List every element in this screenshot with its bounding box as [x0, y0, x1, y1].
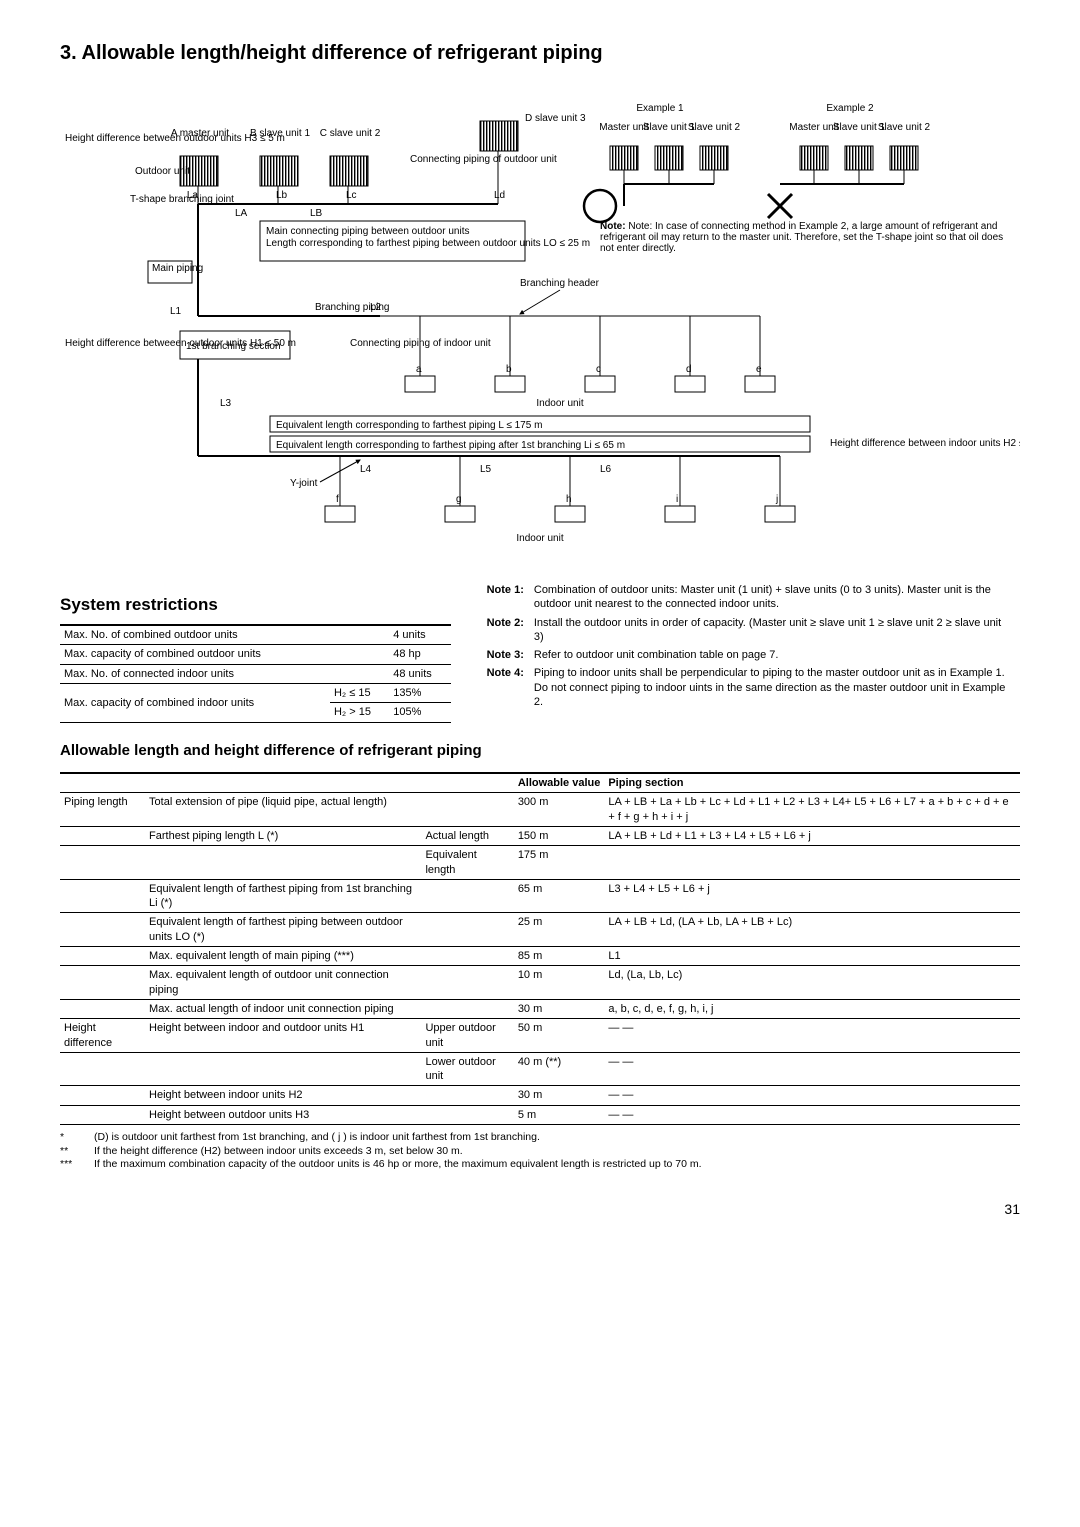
allowable-title: Allowable length and height difference o…	[60, 741, 1020, 761]
svg-text:f: f	[336, 494, 339, 505]
svg-text:Equivalent length correspondin: Equivalent length corresponding to farth…	[276, 440, 625, 451]
svg-text:L1: L1	[170, 306, 182, 317]
footnotes: *(D) is outdoor unit farthest from 1st b…	[60, 1131, 1020, 1172]
svg-text:j: j	[775, 494, 778, 505]
svg-text:Main piping: Main piping	[152, 263, 203, 274]
svg-text:Example 2: Example 2	[826, 103, 874, 114]
svg-text:Height difference between indo: Height difference between indoor units H…	[830, 438, 1020, 449]
svg-text:i: i	[676, 494, 678, 505]
svg-text:LB: LB	[310, 208, 323, 219]
svg-text:Master unit: Master unit	[599, 122, 649, 133]
svg-text:L3: L3	[220, 398, 232, 409]
svg-text:Branching header: Branching header	[520, 278, 600, 289]
svg-text:Main connecting piping between: Main connecting piping between outdoor u…	[266, 226, 469, 237]
svg-text:Ld: Ld	[494, 190, 505, 201]
svg-text:C slave unit 2: C slave unit 2	[320, 128, 381, 139]
system-restrictions-title: System restrictions	[60, 594, 451, 616]
svg-text:d: d	[686, 364, 692, 375]
svg-text:Height difference betweeen out: Height difference betweeen outdoor units…	[65, 338, 296, 349]
svg-text:L2: L2	[370, 302, 382, 313]
svg-text:b: b	[506, 364, 512, 375]
svg-text:Master unit: Master unit	[789, 122, 839, 133]
svg-text:Example 1: Example 1	[636, 103, 684, 114]
svg-text:e: e	[756, 364, 762, 375]
svg-text:c: c	[596, 364, 601, 375]
svg-text:Slave unit 2: Slave unit 2	[688, 122, 741, 133]
page-number: 31	[60, 1200, 1020, 1218]
svg-text:D slave unit 3: D slave unit 3	[525, 113, 586, 124]
svg-text:Lb: Lb	[276, 190, 288, 201]
svg-text:Y-joint: Y-joint	[290, 478, 318, 489]
svg-text:Slave unit 2: Slave unit 2	[878, 122, 931, 133]
svg-text:Equivalent length correspondin: Equivalent length corresponding to farth…	[276, 420, 542, 431]
svg-text:L4: L4	[360, 464, 372, 475]
notes-table: Note 1:Combination of outdoor units: Mas…	[481, 580, 1020, 712]
svg-text:Outdoor unit: Outdoor unit	[135, 166, 190, 177]
svg-text:a: a	[416, 364, 422, 375]
svg-text:h: h	[566, 494, 572, 505]
svg-text:Length corresponding to farthe: Length corresponding to farthest piping …	[266, 238, 590, 249]
svg-text:Height difference between outd: Height difference between outdoor units …	[65, 133, 285, 144]
piping-diagram: A master unit B slave unit 1 C slave uni…	[60, 86, 1020, 566]
svg-text:L6: L6	[600, 464, 612, 475]
svg-text:Lc: Lc	[346, 190, 357, 201]
svg-text:Connecting piping of outdoor u: Connecting piping of outdoor unit	[410, 154, 557, 165]
svg-text:LA: LA	[235, 208, 248, 219]
svg-text:g: g	[456, 494, 462, 505]
svg-text:T-shape branching joint: T-shape branching joint	[130, 194, 234, 205]
system-restrictions-table: Max. No. of combined outdoor units4 unit…	[60, 624, 451, 722]
page-title: 3. Allowable length/height difference of…	[60, 40, 1020, 66]
svg-text:Indoor unit: Indoor unit	[516, 533, 563, 544]
svg-text:Indoor unit: Indoor unit	[536, 398, 583, 409]
allowable-table: Allowable value Piping section Piping le…	[60, 772, 1020, 1125]
svg-text:L5: L5	[480, 464, 492, 475]
